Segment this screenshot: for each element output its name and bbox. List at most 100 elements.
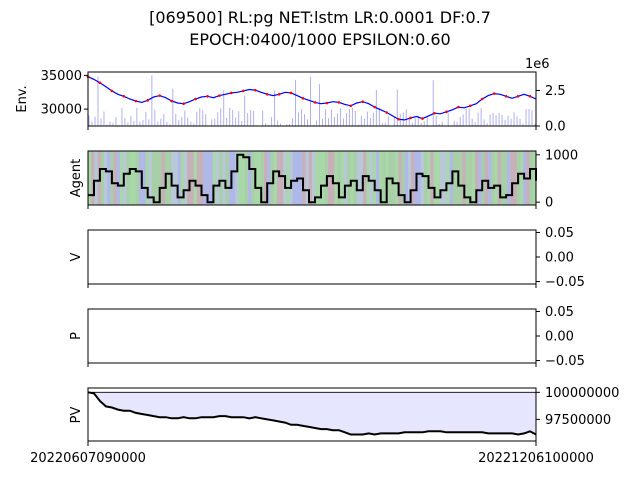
buy-mark <box>373 105 377 109</box>
env-left-ticks: 35000 30000 <box>41 69 88 118</box>
action-band <box>244 151 249 205</box>
p-ylabel: P <box>69 332 84 340</box>
action-band <box>155 151 159 205</box>
p-right-tick-label: 0.00 <box>545 330 574 345</box>
buy-mark <box>325 101 329 105</box>
v-x-tickmarks <box>87 284 537 288</box>
action-band <box>123 151 127 205</box>
buy-mark <box>98 81 102 85</box>
action-band <box>344 151 348 205</box>
action-band <box>395 151 399 205</box>
action-band <box>177 151 182 205</box>
action-band <box>100 151 105 205</box>
buy-mark <box>409 116 412 120</box>
price-line <box>87 76 537 121</box>
action-band <box>347 151 351 205</box>
env-right-ticks: 2.5 0.0 <box>536 84 566 135</box>
buy-mark <box>337 101 341 104</box>
action-band <box>305 151 310 205</box>
buy-mark <box>253 88 257 92</box>
action-band <box>475 151 479 205</box>
action-band <box>312 151 316 205</box>
action-band <box>225 151 230 205</box>
agent-right-tick-label: 0 <box>545 196 553 211</box>
env-frame <box>87 71 537 127</box>
action-band <box>216 151 220 205</box>
action-band <box>209 151 214 205</box>
buy-marks <box>86 75 532 121</box>
buy-mark <box>301 97 305 100</box>
action-band <box>417 151 422 205</box>
buy-mark <box>134 99 138 103</box>
action-band <box>248 151 252 205</box>
x-tick-label-start: 20220607090000 <box>30 451 146 466</box>
action-band <box>251 151 255 205</box>
volume-bars <box>88 75 536 126</box>
agent-x-tickmarks <box>87 205 537 209</box>
holdings-line <box>88 153 537 204</box>
action-band <box>468 151 473 205</box>
action-band <box>532 151 537 205</box>
buy-mark <box>277 92 281 96</box>
action-band <box>520 151 524 205</box>
action-band <box>116 151 121 205</box>
action-band <box>171 151 175 205</box>
action-band <box>424 151 428 205</box>
action-band <box>420 151 425 205</box>
agent-right-tick-label: 1000 <box>545 148 578 163</box>
action-band <box>88 151 92 205</box>
buy-mark <box>265 92 269 96</box>
action-band <box>260 151 265 205</box>
action-band <box>500 151 505 205</box>
action-band <box>334 151 339 205</box>
action-band <box>404 151 409 205</box>
action-band <box>264 151 268 205</box>
pv-right-tick-label: 100000000 <box>545 386 619 401</box>
buy-mark <box>158 94 161 97</box>
action-band <box>273 151 278 205</box>
buy-mark <box>110 89 114 93</box>
portfolio-panel: 100000000 97500000 PV 20220607090000 2022… <box>30 386 619 466</box>
action-band <box>497 151 502 205</box>
action-band <box>276 151 281 205</box>
action-band <box>440 151 444 205</box>
pv-area <box>88 392 536 435</box>
p-right-tick-label: −0.05 <box>545 354 585 369</box>
action-band <box>459 151 463 205</box>
env-right-multiplier: 1e6 <box>525 57 550 72</box>
p-right-tick-label: 0.05 <box>545 305 574 320</box>
buy-mark <box>313 101 317 104</box>
pv-right-tick-label: 97500000 <box>545 413 611 428</box>
action-band <box>219 151 223 205</box>
action-band <box>148 151 153 205</box>
action-band <box>180 151 185 205</box>
action-band <box>353 151 358 205</box>
action-band <box>488 151 492 205</box>
action-band <box>318 151 323 205</box>
buy-mark <box>492 92 496 95</box>
agent-frame <box>87 150 537 206</box>
action-band <box>174 151 179 205</box>
buy-mark <box>528 95 532 98</box>
pv-line <box>87 391 537 436</box>
buy-mark <box>516 95 520 98</box>
action-band <box>401 151 406 205</box>
env-x-tickmarks <box>87 126 537 130</box>
agent-ylabel: Agent <box>69 159 84 197</box>
action-band <box>443 151 447 205</box>
action-band <box>321 151 326 205</box>
agent-right-ticks: 1000 0 <box>536 148 578 211</box>
chart-title-line1: [069500] RL:pg NET:lstm LR:0.0001 DF:0.7 <box>149 8 491 27</box>
buy-mark <box>146 99 150 102</box>
action-band <box>129 151 134 205</box>
buy-mark <box>122 95 126 98</box>
action-band <box>91 151 95 205</box>
p-frame <box>87 308 537 364</box>
action-band <box>158 151 163 205</box>
action-band <box>193 151 198 205</box>
action-band <box>161 151 166 205</box>
action-band <box>145 151 150 205</box>
env-right-tick-label: 0.0 <box>545 120 566 135</box>
buy-mark <box>230 91 233 95</box>
v-ylabel: V <box>69 252 84 261</box>
